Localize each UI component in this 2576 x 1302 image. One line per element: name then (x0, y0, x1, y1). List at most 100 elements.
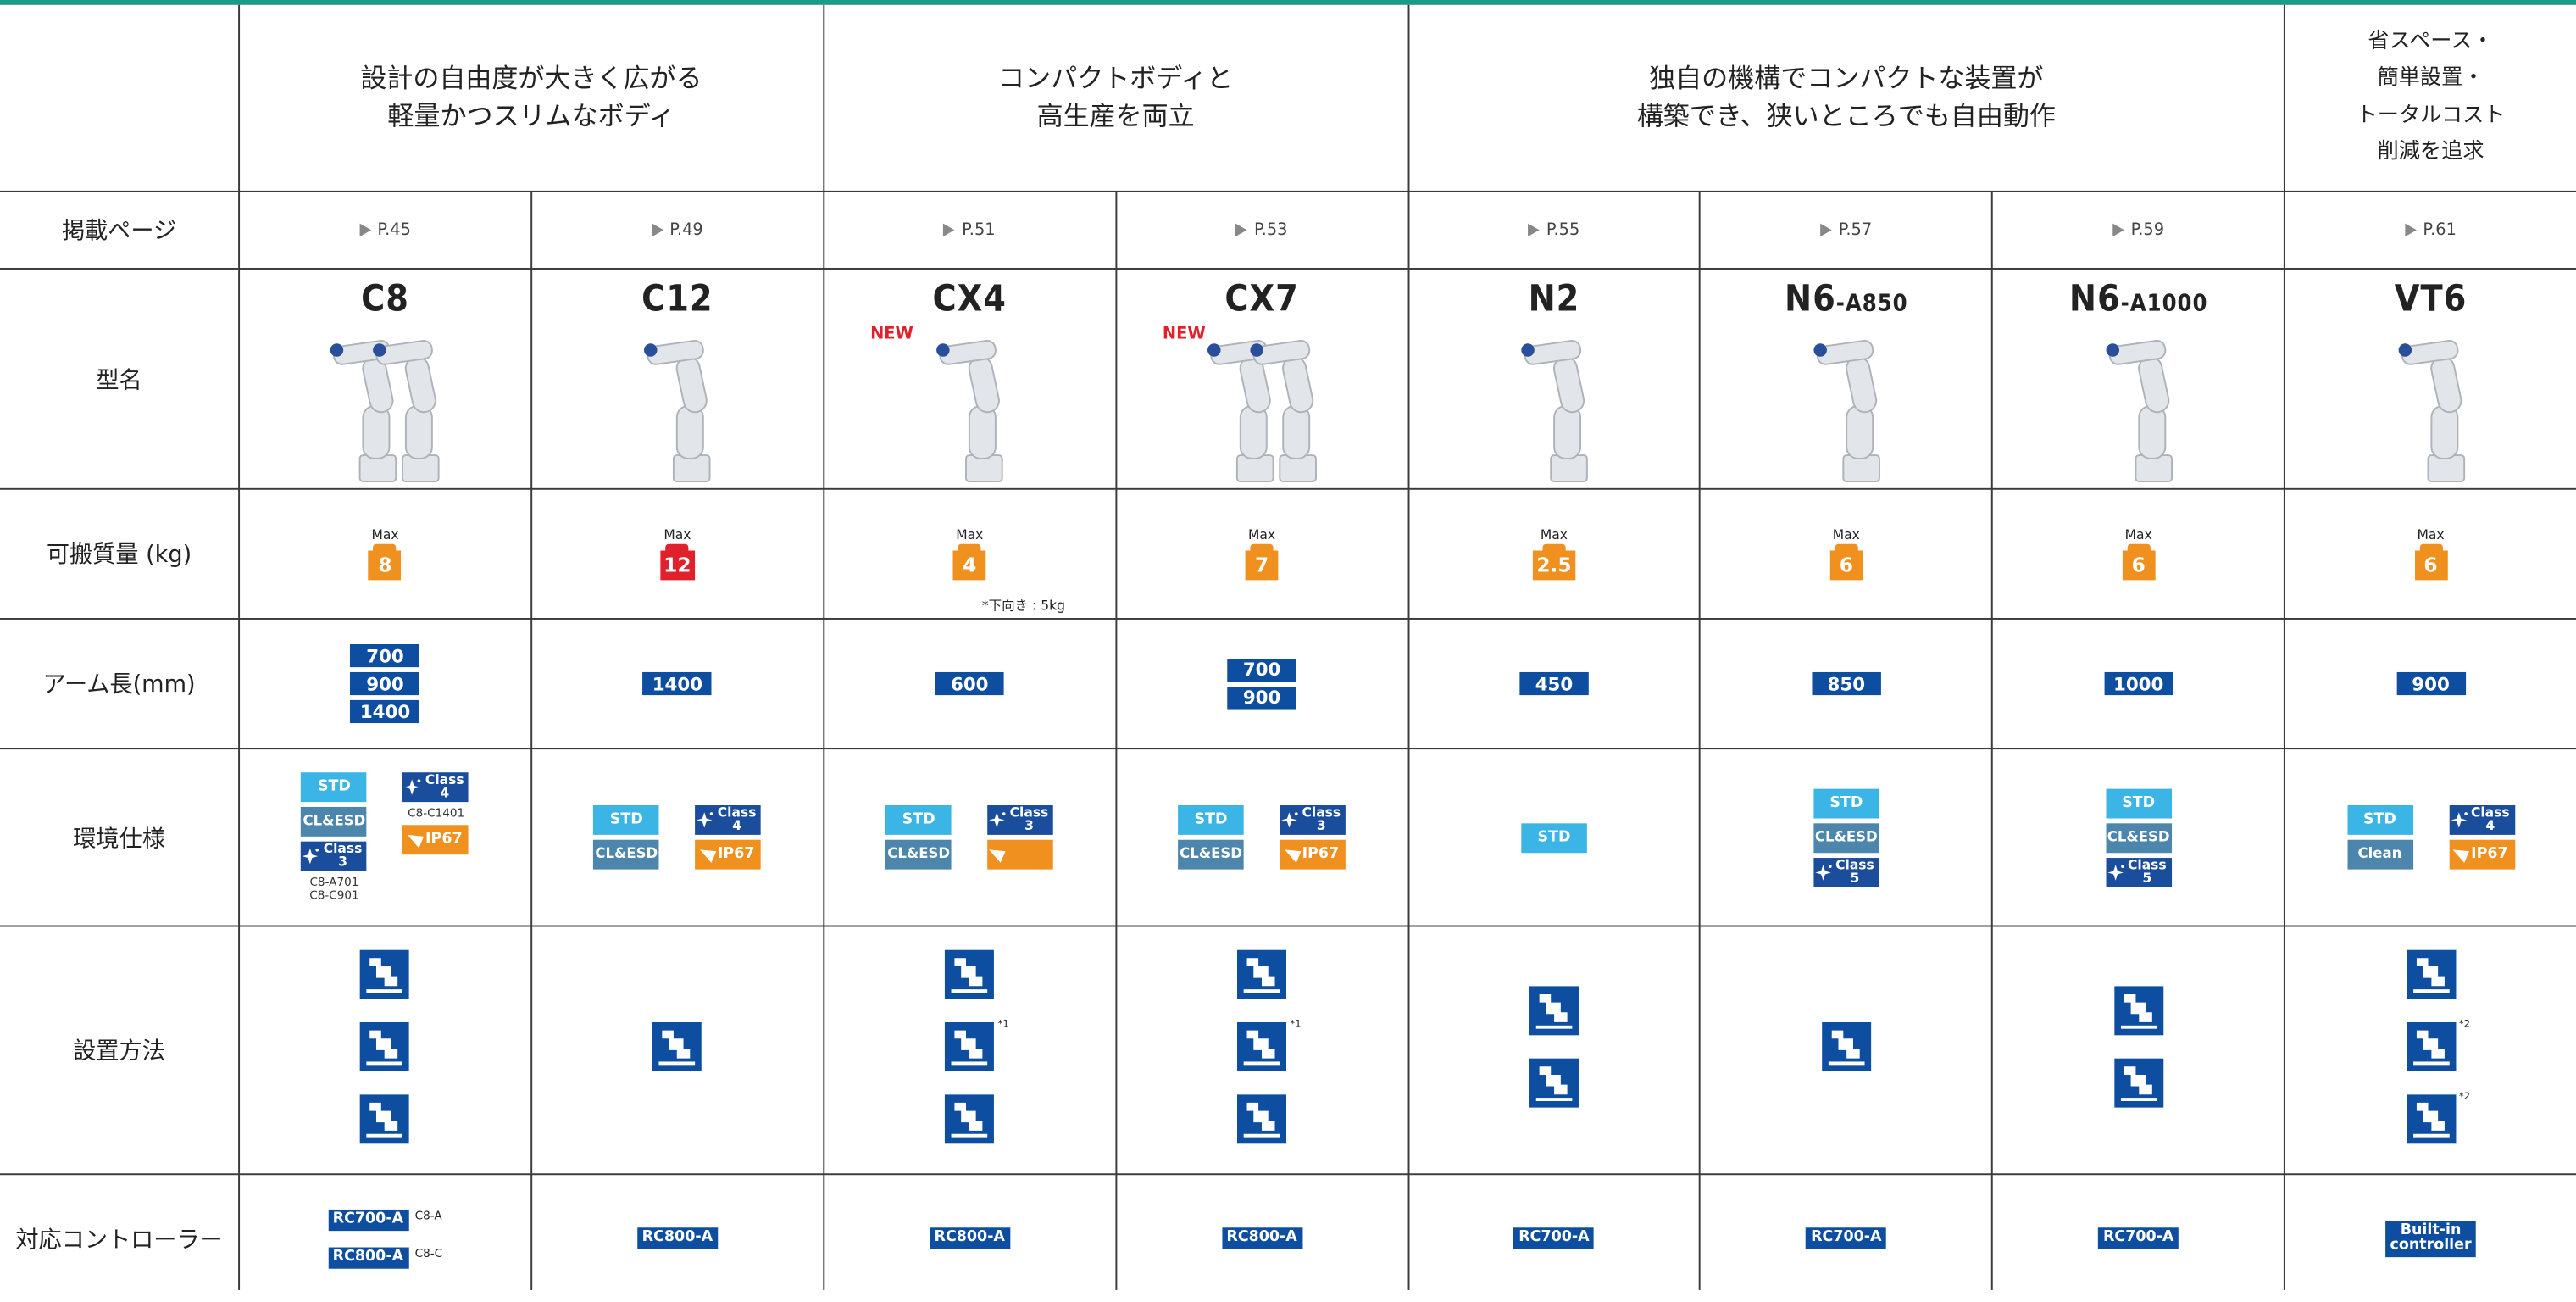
install-note: *1 (997, 1019, 1009, 1031)
env-group: STD CL&ESD Class 3 IP67 (1178, 805, 1346, 870)
install-icon (1237, 1094, 1287, 1144)
controllers: Built-in controller (2384, 1220, 2477, 1257)
row-label: 環境仕様 (0, 749, 239, 926)
ip-icon (407, 834, 425, 849)
model-cell: N2 (1408, 269, 1700, 488)
payload-cell: Max 7 (1116, 489, 1407, 618)
controller-badge: RC700-A (1513, 1227, 1595, 1249)
controller-cell: RC700-A (1701, 1175, 1992, 1302)
controllers: RC700-A (2098, 1227, 2179, 1249)
page-arrow (2405, 223, 2417, 237)
controller-item: RC800-A (929, 1227, 1010, 1249)
page-number: P.53 (1253, 220, 1288, 240)
controller-badge: RC800-A (1221, 1227, 1302, 1249)
ip-icon (1284, 849, 1301, 863)
cleanroom-icon (989, 812, 1006, 828)
page-ref: P.59 (2112, 221, 2164, 239)
payload-label: Max (1540, 527, 1568, 542)
robot-images (1514, 327, 1593, 485)
env-badge: CL&ESD (886, 839, 952, 870)
cleanroom-icon (1281, 812, 1298, 828)
robot-image (330, 339, 441, 483)
arm-length: 1400 (642, 671, 713, 696)
class-text: Class 3 (1010, 806, 1049, 833)
model-variant: -A850 (1835, 291, 1908, 318)
controller-note: C8-A (414, 1208, 442, 1222)
page-arrow (1528, 223, 1541, 237)
ip-icon (2452, 849, 2470, 863)
env-column: STD Clean (2346, 805, 2413, 870)
env-badge: STD (2105, 787, 2172, 818)
install-cell (1701, 926, 1992, 1174)
controller-item: RC700-A (1513, 1227, 1595, 1249)
weight-top (2418, 543, 2443, 551)
class-level: 3 (1024, 818, 1034, 833)
env-cell: STD CL&ESD Class 5 (1701, 749, 1992, 926)
page-ref: P.57 (1820, 221, 1872, 239)
model-name-main: CX4 (932, 279, 1007, 321)
controller-note: C8-C (414, 1246, 443, 1260)
page-arrow (651, 223, 663, 237)
env-badge: CL&ESD (301, 806, 368, 837)
env-badge: STD (2346, 805, 2413, 835)
install-icons (360, 949, 410, 1151)
env-group: STD CL&ESD Class 5 (1813, 787, 1879, 887)
payload-label: Max (371, 527, 399, 542)
env-text: CL&ESD (595, 846, 658, 863)
model-cell: C12 (531, 269, 823, 488)
page-ref: P.49 (651, 221, 703, 239)
install-icon (360, 1021, 410, 1072)
ip-text: IP67 (425, 832, 463, 849)
group-header: 設計の自由度が大きく広がる 軽量かつスリムなボディ (240, 4, 823, 191)
install-item (1237, 949, 1287, 1006)
env-text: CL&ESD (2107, 829, 2170, 846)
model-name-main: C8 (361, 279, 409, 321)
class-text: Class 4 (718, 806, 757, 833)
weight-icon: Max 6 (1829, 527, 1863, 581)
class-text: Class 4 (2471, 806, 2510, 833)
controller-badge: RC800-A (929, 1227, 1010, 1249)
controller-cell: RC700-A C8-A RC800-A C8-C (240, 1175, 530, 1302)
payload-cell: Max 6 (1993, 489, 2285, 618)
class-level: 3 (338, 854, 347, 870)
page-cell: P.53 (1116, 192, 1407, 269)
payload-value: 8 (369, 550, 402, 581)
install-icon (945, 1094, 995, 1144)
robot-image (1521, 339, 1588, 483)
controllers: RC700-A (1806, 1227, 1887, 1249)
page-cell: P.51 (824, 192, 1115, 269)
env-cell: STD CL&ESD Class 5 (1993, 749, 2285, 926)
env-badge: IP67 (1280, 839, 1346, 870)
arm-cell: 450 (1408, 619, 1700, 748)
env-column: STD CL&ESD (886, 805, 952, 870)
install-icon (2406, 1094, 2456, 1144)
ip-icon (699, 849, 716, 863)
env-group: STD CL&ESD Class 3 (886, 805, 1054, 870)
weight-top (1835, 543, 1858, 551)
cleanroom-icon (404, 779, 422, 795)
env-badge: STD (1178, 805, 1244, 835)
weight-icon: Max 7 (1245, 527, 1279, 581)
row-label: 設置方法 (0, 926, 239, 1174)
model-name: N6-A1000 (2069, 280, 2208, 320)
class-level: 4 (2485, 818, 2496, 833)
row-label-text: 対応コントローラー (15, 1227, 223, 1254)
robot-images (2099, 327, 2178, 485)
env-column: STD CL&ESD Class 3 C8-A701 C8-C901 (301, 772, 368, 902)
env-cell: STD CL&ESD Class 3 (824, 749, 1115, 926)
group-text: 設計の自由度が大きく広がる 軽量かつスリムなボディ (360, 62, 702, 131)
controller-item: RC800-A (1221, 1227, 1302, 1249)
page-arrow (359, 223, 371, 237)
model-name-main: C12 (641, 279, 713, 321)
env-badge: Class 4 (695, 805, 762, 835)
corner-cell (0, 4, 239, 191)
payload-value: 6 (2414, 550, 2447, 581)
page-ref: P.53 (1235, 220, 1288, 240)
model-name-main: CX7 (1224, 279, 1299, 321)
model-cell: N6-A1000 (1993, 269, 2285, 488)
class-level: 4 (440, 785, 450, 801)
page-number: P.51 (962, 220, 996, 240)
row-label: 可搬質量 (kg) (0, 489, 239, 618)
payload-cell: Max 4 *下向き : 5kg (824, 489, 1115, 618)
env-column: STD CL&ESD (593, 805, 660, 870)
